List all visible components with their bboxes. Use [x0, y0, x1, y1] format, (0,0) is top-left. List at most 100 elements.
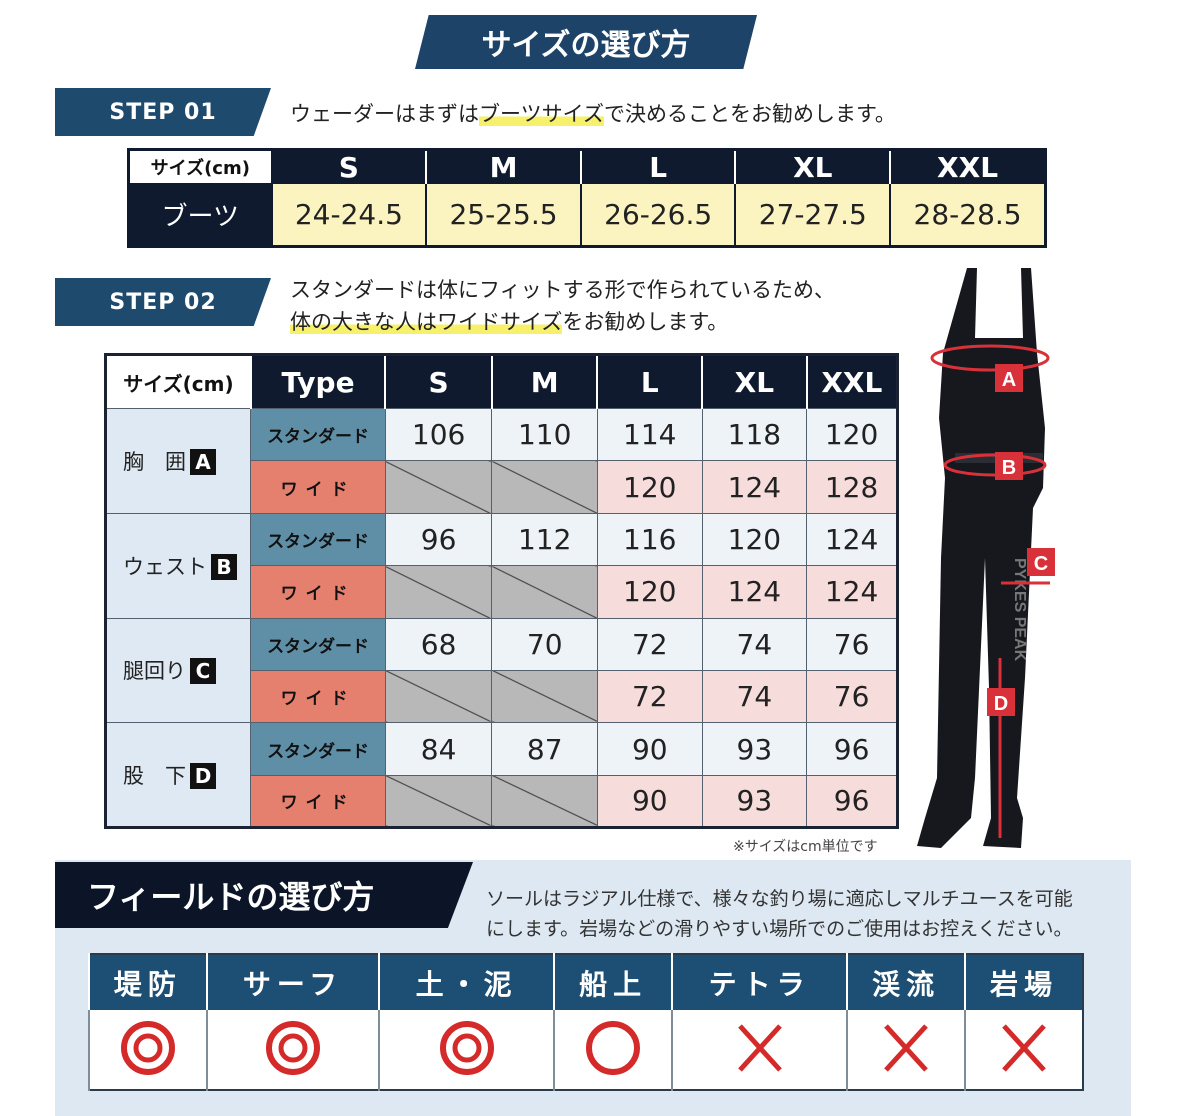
wide-value: 120 — [596, 565, 703, 619]
wide-value: 76 — [806, 669, 898, 724]
standard-value: 120 — [806, 407, 898, 462]
standard-value: 68 — [384, 617, 493, 671]
size-header: M — [425, 149, 581, 184]
measure-key: D — [190, 762, 216, 789]
field-rating — [205, 1010, 380, 1090]
field-rating — [964, 1010, 1083, 1090]
measure-key: A — [190, 448, 216, 475]
wide-value: 90 — [596, 774, 703, 829]
standard-value: 112 — [491, 512, 598, 567]
step2-banner: STEP 02 — [55, 278, 271, 326]
field-rating — [88, 1010, 207, 1090]
wide-value: 74 — [701, 669, 808, 724]
wide-value: 120 — [596, 460, 703, 514]
standard-value: 84 — [384, 722, 493, 776]
type-wide: ワイド — [250, 460, 386, 514]
size-header: S — [270, 149, 427, 184]
not-available-cell — [491, 774, 598, 829]
cross-icon — [737, 1023, 782, 1072]
step1-banner: STEP 01 — [55, 88, 271, 136]
size-header: XL — [734, 149, 891, 184]
size-header: M — [490, 354, 598, 409]
standard-value: 118 — [701, 407, 808, 462]
field-rating — [553, 1010, 673, 1090]
wide-value: 124 — [701, 565, 808, 619]
type-standard: スタンダード — [250, 722, 386, 776]
step2-text-line1: スタンダードは体にフィットする形で作られているため、 — [290, 278, 835, 302]
type-standard: スタンダード — [250, 407, 386, 462]
boot-size-table: サイズ(cm) S M L XL XXL ブーツ 24-24.5 25-25.5 26-26… — [127, 148, 1047, 248]
not-available-cell — [384, 460, 493, 514]
type-wide: ワイド — [250, 565, 386, 619]
size-header: L — [596, 354, 703, 409]
standard-value: 70 — [491, 617, 598, 671]
cross-icon — [884, 1023, 928, 1072]
wide-value: 128 — [806, 460, 898, 514]
double-circle-icon — [265, 1020, 320, 1075]
brand-logo: PYKES PEAK — [1011, 558, 1028, 662]
wide-value: 96 — [806, 774, 898, 829]
standard-value: 106 — [384, 407, 493, 462]
field-desc-line2: にします。岩場などの滑りやすい場所でのご使用はお控えください。 — [486, 918, 1073, 940]
marker-a: A — [1002, 369, 1016, 391]
field-place: 船上 — [553, 954, 673, 1010]
measure-label: ウェスト B — [104, 512, 252, 619]
measure-key: C — [190, 658, 216, 685]
boot-value: 28-28.5 — [889, 184, 1046, 246]
field-desc-line1: ソールはラジアル仕様で、様々な釣り場に適応しマルチユースを可能 — [486, 888, 1073, 910]
cross-icon — [1002, 1023, 1046, 1072]
unit-note: ※サイズはcm単位です — [733, 839, 878, 855]
type-wide: ワイド — [250, 774, 386, 829]
standard-value: 74 — [701, 617, 808, 671]
type-wide: ワイド — [250, 669, 386, 724]
boot-value: 25-25.5 — [425, 184, 581, 246]
field-title: フィールドの選び方 — [55, 862, 473, 928]
circle-icon — [586, 1020, 641, 1075]
standard-value: 114 — [596, 407, 703, 462]
header-label: サイズ(cm) — [127, 148, 273, 185]
standard-value: 72 — [596, 617, 703, 671]
not-available-cell — [384, 565, 493, 619]
standard-value: 87 — [491, 722, 598, 776]
standard-value: 96 — [806, 722, 898, 776]
field-rating — [378, 1010, 555, 1090]
standard-value: 110 — [491, 407, 598, 462]
standard-value: 90 — [596, 722, 703, 776]
standard-value: 120 — [701, 512, 808, 567]
double-circle-icon — [439, 1020, 494, 1075]
size-header: XXL — [805, 354, 898, 409]
field-place: 堤防 — [88, 954, 207, 1010]
header-label: サイズ(cm) — [104, 354, 252, 409]
wide-value: 124 — [701, 460, 808, 514]
not-available-cell — [384, 774, 493, 829]
standard-value: 124 — [806, 512, 898, 567]
step2-text-line2: 体の大きな人はワイドサイズをお勧めします。 — [290, 310, 729, 334]
standard-value: 93 — [701, 722, 808, 776]
boot-value: 24-24.5 — [270, 184, 427, 246]
measure-label: 腿回り C — [104, 617, 252, 724]
size-header: XXL — [889, 149, 1046, 184]
marker-c: C — [1034, 553, 1048, 575]
double-circle-icon — [120, 1020, 175, 1075]
field-rating — [846, 1010, 966, 1090]
field-place: 土・泥 — [378, 954, 555, 1010]
marker-d: D — [994, 693, 1008, 715]
standard-value: 116 — [596, 512, 703, 567]
marker-b: B — [1002, 457, 1016, 479]
wide-value: 72 — [596, 669, 703, 724]
row-label: ブーツ — [127, 184, 272, 246]
size-header: L — [579, 149, 736, 184]
field-place: サーフ — [205, 954, 380, 1010]
not-available-cell — [491, 565, 598, 619]
page-title: サイズの選び方 — [415, 15, 757, 69]
size-header: S — [384, 354, 493, 409]
standard-value: 76 — [806, 617, 898, 671]
standard-value: 96 — [384, 512, 493, 567]
boot-value: 27-27.5 — [734, 184, 891, 246]
field-place: 渓流 — [846, 954, 966, 1010]
step1-text: ウェーダーはまずはブーツサイズで決めることをお勧めします。 — [290, 102, 896, 126]
wide-value: 93 — [701, 774, 808, 829]
boot-value: 26-26.5 — [579, 184, 736, 246]
